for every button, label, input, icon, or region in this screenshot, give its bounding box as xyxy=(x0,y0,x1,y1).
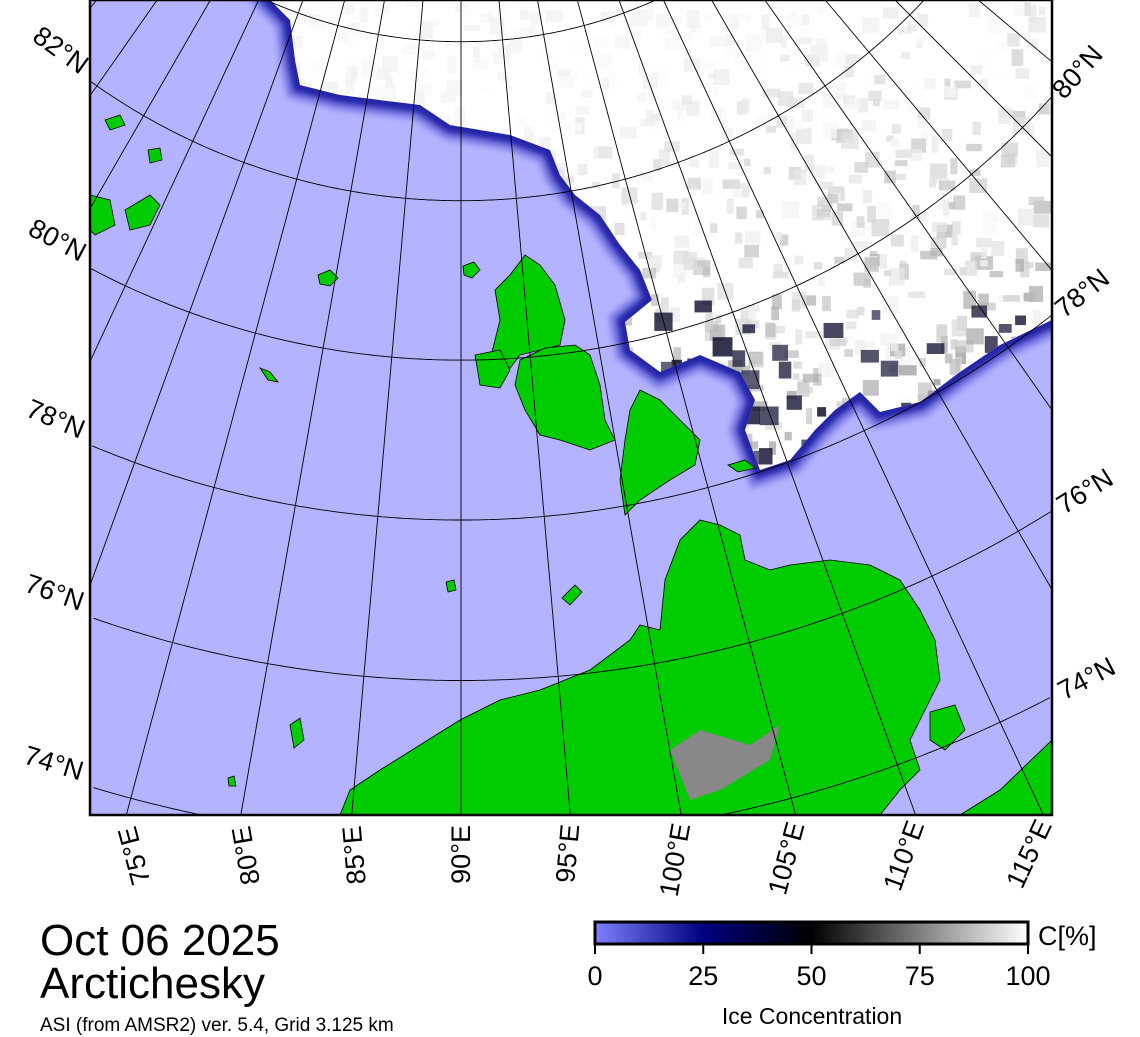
island xyxy=(462,261,481,279)
komsomolets-island xyxy=(489,254,566,376)
longitude-label: 115°E xyxy=(1000,815,1058,893)
longitude-line xyxy=(894,0,1052,158)
longitude-line xyxy=(537,0,682,815)
longitude-line xyxy=(498,0,571,815)
longitude-label: 100°E xyxy=(654,821,696,899)
colorbar-gradient xyxy=(593,920,1030,946)
franz-josef-island xyxy=(124,194,161,231)
latitude-label: 74°N xyxy=(1053,651,1120,706)
longitude-line xyxy=(351,0,424,815)
colorbar: 0 25 50 75 100 C[%] Ice Concentration xyxy=(587,920,1097,1029)
franz-josef-island xyxy=(104,114,126,131)
longitude-line xyxy=(711,0,1052,590)
peninsula-right xyxy=(929,704,966,751)
colorbar-unit: C[%] xyxy=(1038,921,1097,951)
longitude-label: 90°E xyxy=(446,825,476,884)
colorbar-tick-label: 50 xyxy=(796,961,826,991)
longitude-line xyxy=(125,0,346,815)
colorbar-tick-label: 0 xyxy=(587,961,602,991)
island xyxy=(289,717,305,749)
longitude-line xyxy=(576,0,797,815)
island xyxy=(445,579,457,593)
graticule xyxy=(90,0,1052,815)
region-label: Arctichesky xyxy=(40,959,265,1008)
franz-josef-island xyxy=(90,194,116,236)
longitude-line xyxy=(824,0,1052,271)
latitude-line xyxy=(90,97,1052,361)
bolshevik-island xyxy=(619,389,701,516)
longitude-label: 85°E xyxy=(337,824,372,885)
latitude-label: 80°N xyxy=(1046,40,1109,105)
longitude-label: 95°E xyxy=(550,823,585,884)
latitude-label: 82°N xyxy=(28,20,94,80)
source-label: ASI (from AMSR2) ver. 5.4, Grid 3.125 km xyxy=(40,1015,394,1036)
longitude-line xyxy=(90,0,158,97)
longitude-label: 110°E xyxy=(877,817,930,895)
latitude-label: 80°N xyxy=(24,213,91,268)
island xyxy=(227,775,237,787)
latitude-line xyxy=(90,0,924,202)
latitude-line xyxy=(93,697,1051,815)
franz-josef-island xyxy=(147,147,163,164)
taymyr-peninsula xyxy=(339,519,941,815)
date-label: Oct 06 2025 xyxy=(40,916,280,965)
colorbar-title: Ice Concentration xyxy=(722,1003,902,1029)
longitude-line xyxy=(618,0,917,815)
latitude-line xyxy=(91,314,1052,521)
longitude-line xyxy=(764,0,1052,411)
colorbar-tick-label: 25 xyxy=(688,961,718,991)
island xyxy=(727,459,756,473)
island xyxy=(561,584,583,606)
land-lake-area xyxy=(670,725,780,800)
coast-right xyxy=(959,739,1052,815)
longitude-line xyxy=(977,0,1052,63)
longitude-label: 75°E xyxy=(112,823,156,888)
latitude-label: 76°N xyxy=(1051,463,1118,520)
colorbar-tick-label: 75 xyxy=(905,961,935,991)
map-area xyxy=(90,0,1052,815)
longitude-label: 80°E xyxy=(226,824,266,887)
map-frame xyxy=(88,0,1054,817)
island xyxy=(317,269,339,287)
land xyxy=(90,114,1052,815)
latitude-label: 78°N xyxy=(22,393,89,444)
longitude-line xyxy=(240,0,385,815)
longitude-line xyxy=(90,0,260,362)
longitude-label: 105°E xyxy=(762,819,810,898)
longitude-line xyxy=(90,0,211,209)
colorbar-tick-label: 100 xyxy=(1005,961,1050,991)
latitude-label: 76°N xyxy=(21,568,88,616)
longitude-line xyxy=(662,0,1044,815)
latitude-label: 74°N xyxy=(21,740,87,786)
latitude-line xyxy=(93,510,1052,681)
island xyxy=(258,367,279,383)
latitude-label: 78°N xyxy=(1049,263,1115,324)
longitude-line xyxy=(90,0,304,586)
longitude-labels: 75°E 80°E 85°E 90°E 95°E 100°E 105°E 110°E 115°E xyxy=(112,815,1058,899)
